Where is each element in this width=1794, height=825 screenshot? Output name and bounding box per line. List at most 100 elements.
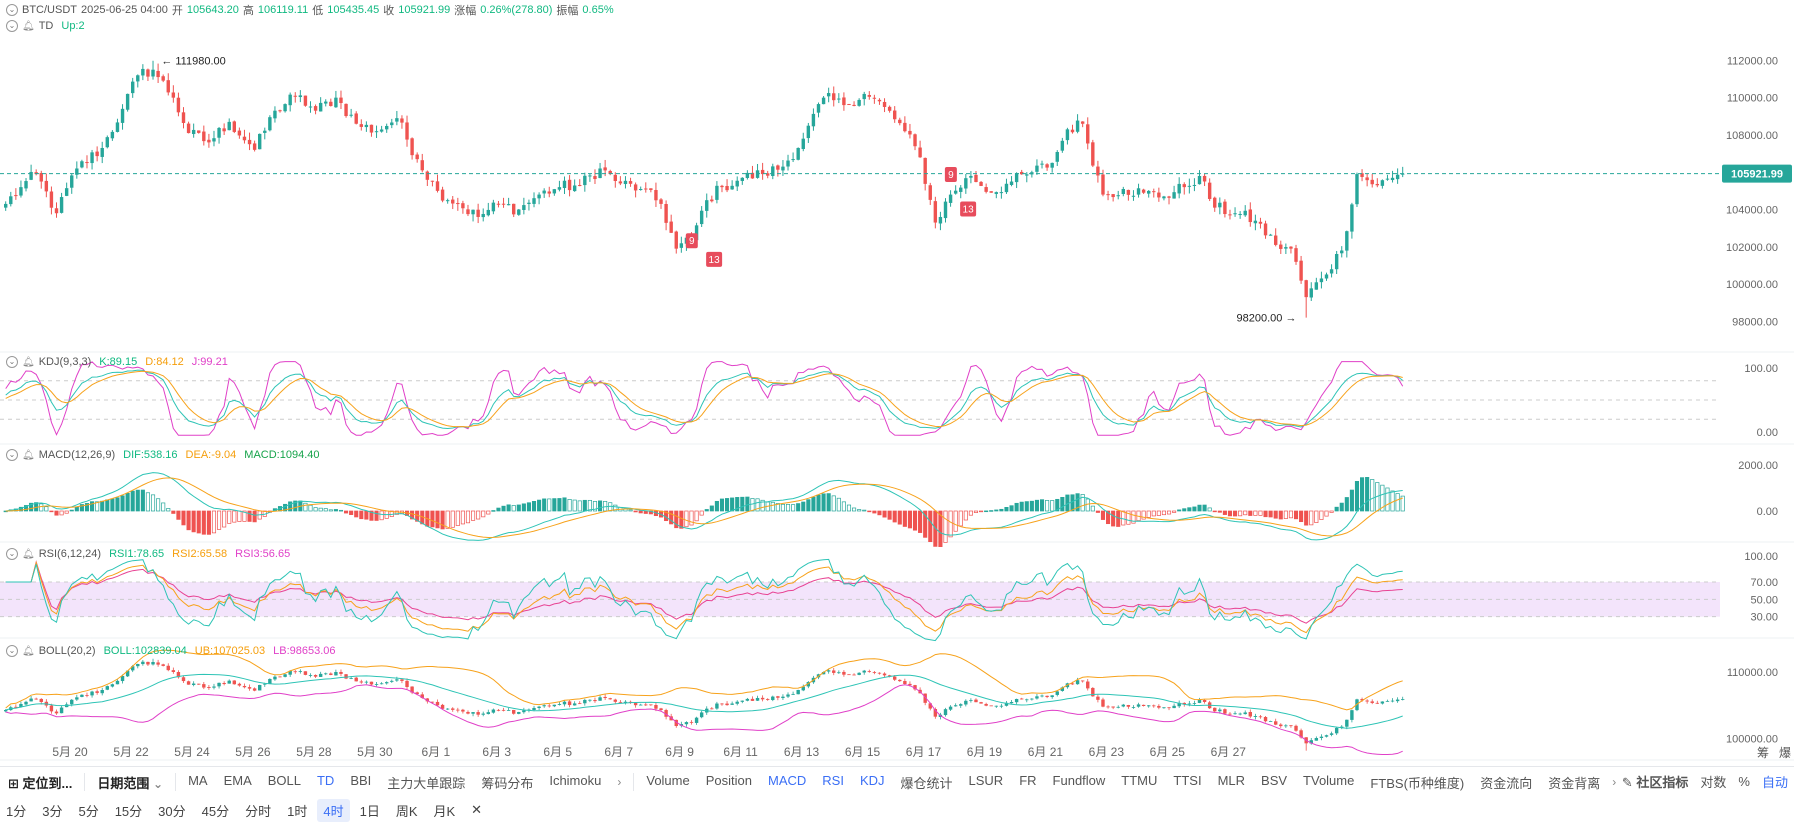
locate-button[interactable]: ⊞ 定位到... — [0, 773, 80, 792]
indicator-ema[interactable]: EMA — [223, 772, 252, 788]
collapse-icon[interactable]: ⌄ — [6, 356, 18, 368]
indicator-ftbs-[interactable]: FTBS(币种维度) — [1370, 775, 1465, 791]
candle-body — [1147, 190, 1151, 194]
interval-9[interactable]: 1日 — [359, 803, 380, 819]
auto-scale-toggle[interactable]: 自动 — [1761, 774, 1788, 790]
collapse-icon[interactable]: ⌄ — [6, 20, 18, 32]
kdj-d-line — [5, 370, 1403, 428]
candle-body — [1243, 210, 1247, 216]
indicator-tvolume[interactable]: TVolume — [1303, 772, 1355, 788]
boll-tick-label: 100000.00 — [1726, 734, 1778, 746]
macd-hist-bar — [562, 497, 567, 512]
log-scale-toggle[interactable]: 对数 — [1700, 774, 1727, 790]
interval-0[interactable]: 1分 — [6, 803, 27, 819]
indicator--[interactable]: 资金流向 — [1480, 775, 1533, 791]
change-label: 涨幅 — [454, 5, 477, 17]
macd-hist-bar — [1207, 507, 1212, 512]
indicator-td[interactable]: TD — [316, 772, 335, 788]
interval-8[interactable]: 4时 — [317, 798, 350, 822]
macd-hist-bar — [1014, 502, 1019, 512]
interval-1[interactable]: 3分 — [42, 803, 63, 819]
indicator-ichimoku[interactable]: Ichimoku — [549, 772, 602, 788]
boll-candle-body — [1294, 725, 1298, 731]
boll-candle-body — [1009, 702, 1014, 704]
interval-3[interactable]: 15分 — [114, 803, 143, 819]
indicator-kdj[interactable]: KDJ — [859, 772, 885, 788]
indicator-rsi[interactable]: RSI — [822, 772, 844, 788]
indicator-volume[interactable]: Volume — [646, 772, 690, 788]
macd-hist-bar — [364, 510, 369, 520]
indicator--[interactable]: 爆仓统计 — [900, 775, 953, 791]
bell-icon[interactable]: 🔔︎ — [22, 20, 35, 32]
indicator-boll[interactable]: BOLL — [267, 772, 301, 788]
rsi-2: RSI2:65.58 — [172, 548, 228, 560]
candle-body — [90, 152, 94, 164]
candle-body — [1314, 282, 1319, 290]
macd-hist-bar — [201, 510, 206, 535]
x-tick-label: 6月 1 — [421, 745, 450, 759]
boll-candle-body — [491, 709, 496, 713]
chevron-right-icon[interactable]: › — [617, 775, 622, 789]
td-marker-label: 13 — [709, 255, 721, 266]
interval-7[interactable]: 1时 — [287, 803, 308, 819]
interval-6[interactable]: 分时 — [245, 803, 272, 819]
bell-icon[interactable]: 🔔︎ — [22, 645, 35, 657]
boll-candle-body — [877, 672, 882, 674]
indicator-ttmu[interactable]: TTMU — [1121, 772, 1158, 788]
macd-hist-bar — [186, 510, 191, 531]
interval-4[interactable]: 30分 — [158, 803, 186, 819]
macd-hist-bar — [369, 510, 374, 521]
liquidation-label[interactable]: 爆 — [1779, 746, 1792, 760]
candle-body — [674, 231, 678, 249]
indicator-ttsi[interactable]: TTSI — [1173, 772, 1202, 788]
indicator-bsv[interactable]: BSV — [1261, 772, 1288, 788]
collapse-icon[interactable]: ⌄ — [6, 645, 18, 657]
indicator--[interactable]: 筹码分布 — [481, 775, 534, 791]
boll-candle-body — [227, 680, 231, 684]
percent-scale-toggle[interactable]: % — [1738, 773, 1750, 789]
bell-icon[interactable]: 🔔︎ — [22, 548, 35, 560]
chip-distribution-label[interactable]: 筹 — [1757, 746, 1770, 760]
interval-11[interactable]: 月K — [433, 803, 456, 819]
candle-body — [1395, 174, 1400, 180]
indicator-ma[interactable]: MA — [188, 772, 208, 788]
indicator-bbi[interactable]: BBI — [350, 772, 372, 788]
macd-hist-bar — [135, 489, 140, 512]
indicator-mlr[interactable]: MLR — [1217, 772, 1246, 788]
community-indicator-button[interactable]: ✎ 社区指标 — [1622, 772, 1689, 791]
boll-candle-body — [694, 717, 699, 723]
indicator-macd[interactable]: MACD — [767, 772, 807, 788]
boll-candle-body — [644, 704, 648, 706]
bell-icon[interactable]: 🔔︎ — [22, 356, 35, 368]
close-icon[interactable]: ✕ — [471, 802, 483, 817]
candle-body — [867, 95, 871, 97]
candle-body — [928, 185, 932, 200]
kdj-d: D:84.12 — [145, 356, 184, 368]
indicator-position[interactable]: Position — [705, 772, 752, 788]
bell-icon[interactable]: 🔔︎ — [22, 449, 35, 461]
boll-candle-body — [517, 712, 521, 714]
indicator-fr[interactable]: FR — [1019, 772, 1037, 788]
collapse-icon[interactable]: ⌄ — [6, 449, 18, 461]
macd-hist-bar — [171, 510, 176, 514]
interval-5[interactable]: 45分 — [201, 803, 230, 819]
chart-canvas[interactable]: 112000.00110000.00108000.00106000.001040… — [0, 0, 1794, 766]
candle-body — [197, 130, 201, 133]
interval-2[interactable]: 5分 — [78, 803, 99, 819]
indicator--[interactable]: 资金背离 — [1548, 775, 1601, 791]
collapse-icon[interactable]: ⌄ — [6, 4, 18, 16]
indicator-lsur[interactable]: LSUR — [968, 772, 1004, 788]
boll-candle-body — [639, 704, 643, 706]
boll-candle-body — [334, 672, 338, 676]
date-range-button[interactable]: 日期范围 ⌄ — [89, 773, 171, 792]
boll-candle-body — [1258, 716, 1263, 718]
boll-candle-body — [710, 708, 714, 710]
macd-hist-bar — [445, 510, 450, 529]
indicator--[interactable]: 主力大单跟踪 — [387, 775, 466, 791]
collapse-icon[interactable]: ⌄ — [6, 548, 18, 560]
indicator-fundflow[interactable]: Fundflow — [1052, 772, 1106, 788]
macd-hist-bar — [1156, 510, 1161, 516]
candle-body — [1263, 223, 1268, 236]
interval-10[interactable]: 周K — [395, 803, 418, 819]
chevron-right-icon[interactable]: › — [1612, 775, 1617, 789]
